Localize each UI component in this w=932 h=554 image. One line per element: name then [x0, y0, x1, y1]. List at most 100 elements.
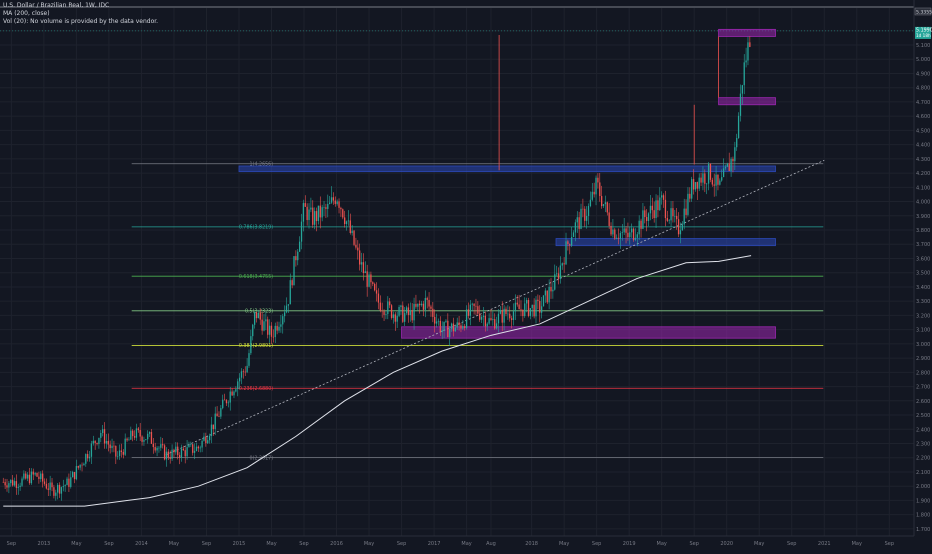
candle-body: [741, 85, 744, 94]
candle-body: [392, 314, 395, 318]
candle-body: [415, 303, 417, 307]
candle-body: [591, 191, 593, 200]
candle-body: [610, 225, 612, 235]
candle-body: [702, 173, 704, 183]
candle-body: [75, 466, 78, 480]
blue-zone: [555, 238, 776, 247]
last-price-countdown: 1d 18h: [916, 33, 931, 38]
candle-body: [353, 230, 355, 245]
candle-body: [557, 273, 560, 279]
candle-body: [145, 439, 147, 440]
candle-body: [619, 233, 622, 239]
candle-body: [482, 315, 485, 317]
candle-body: [201, 440, 203, 448]
x-tick-label: May: [364, 541, 374, 547]
candle-body: [411, 310, 413, 321]
candle-body: [229, 391, 231, 403]
last-price-tag: [915, 26, 931, 39]
x-tick-label: Sep: [689, 541, 698, 547]
candle-body: [265, 319, 267, 322]
candle-body: [694, 182, 697, 190]
candle-body: [679, 230, 682, 235]
top-price-tag: [914, 7, 932, 16]
ma-200-line: [3, 255, 752, 507]
candle-body: [25, 473, 27, 479]
candle-body: [362, 262, 365, 274]
candle-body: [512, 311, 515, 320]
grid: [0, 6, 914, 536]
candle-body: [477, 306, 479, 314]
candle-body: [544, 290, 547, 296]
candle-body: [518, 304, 520, 310]
candle-body: [715, 174, 717, 186]
candle-body: [276, 325, 278, 331]
y-tick-label: 3.900: [916, 214, 930, 220]
candle-body: [51, 482, 53, 488]
candle-body: [349, 220, 351, 234]
candle-body: [41, 473, 44, 482]
candle-body: [422, 303, 425, 310]
candle-body: [152, 443, 154, 448]
x-tick-label: May: [461, 541, 471, 547]
candle-body: [580, 208, 582, 229]
y-tick-label: 1.800: [916, 513, 930, 519]
y-tick-label: 4.700: [916, 100, 930, 106]
candle-body: [280, 324, 282, 327]
candle-body: [139, 430, 141, 437]
candle-body: [167, 451, 169, 458]
candle-body: [216, 413, 218, 417]
y-tick-label: 3.200: [916, 313, 930, 319]
candle-body: [499, 310, 502, 314]
x-tick-label: Sep: [299, 541, 308, 547]
candle-body: [726, 163, 728, 167]
candle-body: [328, 202, 331, 204]
candle-body: [270, 325, 273, 337]
candle-body: [692, 179, 695, 190]
candle-body: [426, 297, 428, 300]
candle-body: [420, 303, 423, 306]
candle-body: [351, 230, 353, 234]
candle-body: [634, 237, 637, 240]
candle-body: [724, 166, 727, 169]
x-tick-label: Sep: [7, 541, 16, 547]
candle-body: [655, 200, 657, 219]
candle-body: [497, 313, 500, 324]
candle-body: [344, 217, 346, 225]
candle-body: [467, 309, 470, 316]
x-tick-label: 2021: [818, 541, 831, 547]
fib-label: 1(4.2656): [250, 162, 274, 168]
candle-body: [585, 215, 588, 221]
candle-body: [47, 488, 49, 490]
candle-body: [563, 263, 565, 265]
candle-body: [210, 424, 213, 437]
candle-body: [668, 220, 670, 221]
candle-body: [681, 224, 683, 231]
candle-body: [413, 303, 415, 321]
candle-body: [445, 320, 447, 322]
candle-body: [15, 481, 18, 488]
purple-zone: [401, 326, 776, 339]
candle-body: [214, 413, 216, 430]
candle-body: [45, 483, 48, 489]
candle-body: [721, 177, 723, 181]
candle-body: [704, 173, 706, 184]
candle-body: [432, 308, 434, 317]
candle-body: [66, 478, 68, 486]
candle-body: [242, 371, 245, 372]
candle-body: [87, 454, 89, 459]
x-tick-label: Sep: [397, 541, 406, 547]
candle-body: [381, 310, 383, 312]
candle-body: [360, 262, 363, 265]
candle-body: [100, 432, 102, 438]
candle-body: [272, 336, 275, 338]
candle-body: [587, 206, 590, 216]
candle-body: [747, 42, 749, 61]
y-tick-label: 4.400: [916, 143, 930, 149]
candle-body: [404, 313, 406, 322]
candle-body: [261, 319, 263, 331]
candle-body: [494, 319, 496, 329]
candle-body: [312, 207, 314, 225]
candle-body: [177, 446, 179, 456]
